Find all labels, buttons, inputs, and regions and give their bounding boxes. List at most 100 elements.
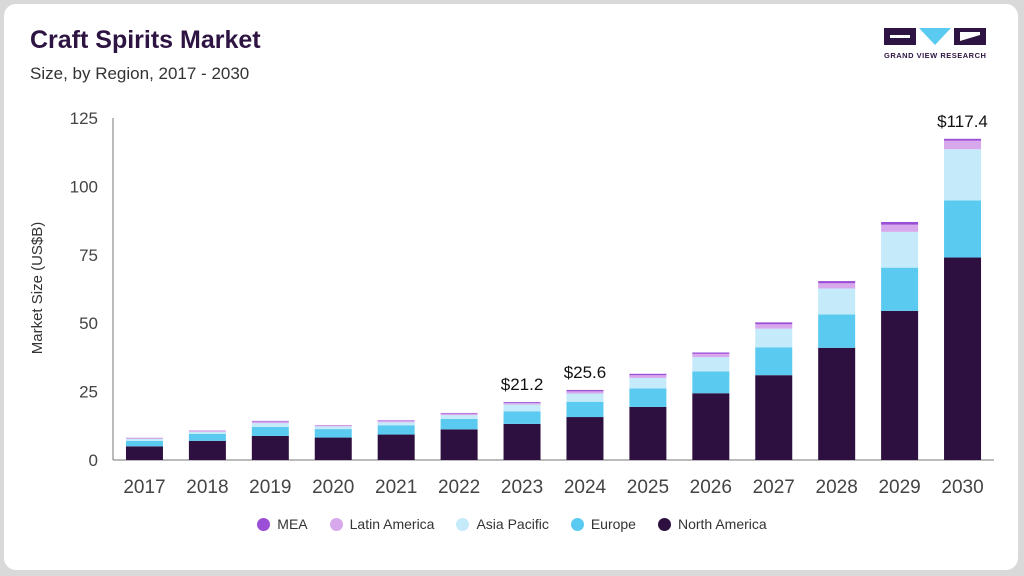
- bar-segment-north-america: [188, 440, 226, 460]
- x-tick-label: 2028: [816, 477, 858, 498]
- y-tick-label: 50: [79, 314, 98, 333]
- bar-segment-asia-pacific: [818, 288, 856, 315]
- bar-stack-2026: [692, 352, 730, 460]
- bar-segment-europe: [881, 267, 919, 311]
- bar-segment-latin-america: [251, 421, 289, 424]
- bar-segment-north-america: [692, 393, 730, 460]
- bar-segment-mea: [377, 420, 415, 421]
- y-tick-label: 125: [70, 109, 98, 128]
- bar-segment-asia-pacific: [692, 357, 730, 372]
- bar-stack-2022: [440, 412, 478, 460]
- bar-segment-asia-pacific: [566, 393, 604, 402]
- bar-segment-north-america: [629, 406, 667, 460]
- bar-segment-mea: [251, 420, 289, 422]
- x-tick-label: 2021: [375, 477, 417, 498]
- bar-segment-europe: [251, 426, 289, 436]
- bar-segment-mea: [944, 138, 982, 141]
- x-tick-label: 2022: [438, 477, 480, 498]
- bar-segment-north-america: [755, 375, 793, 460]
- bar-segment-north-america: [125, 446, 163, 460]
- bar-segment-north-america: [440, 429, 478, 460]
- bar-stack-2024: [566, 389, 604, 460]
- bar-segment-europe: [125, 440, 163, 447]
- data-label: $117.4: [937, 112, 988, 131]
- bar-segment-latin-america: [440, 413, 478, 416]
- bar-stack-2017: [125, 437, 163, 460]
- bar-segment-mea: [629, 373, 667, 376]
- chart-title: Craft Spirits Market: [30, 26, 261, 54]
- bar-segment-north-america: [251, 435, 289, 460]
- grand-view-research-logo: GRAND VIEW RESEARCH: [884, 28, 986, 62]
- legend-swatch: [570, 517, 584, 531]
- x-tick-label: 2019: [249, 477, 291, 498]
- bar-segment-latin-america: [755, 324, 793, 329]
- bar-segment-europe: [377, 425, 415, 435]
- bar-stack-2028: [818, 281, 856, 460]
- bar-segment-north-america: [566, 417, 604, 460]
- x-tick-label: 2018: [186, 477, 228, 498]
- legend-label: MEA: [277, 516, 308, 532]
- legend-swatch: [456, 517, 470, 531]
- logo-mark-icon: [884, 28, 986, 45]
- bar-segment-mea: [881, 221, 919, 225]
- bar-segment-asia-pacific: [188, 431, 226, 435]
- x-tick-label: 2024: [564, 477, 607, 498]
- bar-segment-europe: [503, 411, 541, 424]
- data-label: $25.6: [564, 363, 607, 382]
- y-tick-label: 75: [79, 246, 98, 265]
- bar-segment-latin-america: [629, 375, 667, 378]
- bar-segment-north-america: [377, 434, 415, 460]
- bar-segment-latin-america: [503, 402, 541, 405]
- y-axis: 0 25 50 75 100 125: [70, 109, 114, 470]
- bar-segment-mea: [755, 322, 793, 325]
- bar-segment-asia-pacific: [944, 149, 982, 201]
- y-axis-label: Market Size (US$B): [29, 222, 46, 355]
- data-label: $21.2: [501, 375, 544, 394]
- bar-segment-asia-pacific: [503, 404, 541, 412]
- x-tick-label: 2025: [627, 477, 669, 498]
- bar-stack-2030: [944, 138, 982, 460]
- bar-segment-mea: [692, 352, 730, 354]
- annotations: $21.2 $25.6 $117.4: [501, 112, 988, 394]
- x-tick-label: 2023: [501, 477, 543, 498]
- bar-segment-europe: [188, 434, 226, 441]
- bar-stack-2019: [251, 420, 289, 460]
- bar-stack-2018: [188, 430, 226, 460]
- bar-segment-europe: [692, 371, 730, 394]
- bar-segment-asia-pacific: [125, 438, 163, 441]
- bar-segment-asia-pacific: [251, 423, 289, 427]
- bar-segment-latin-america: [125, 438, 163, 439]
- bar-stack-2027: [755, 322, 793, 460]
- bar-segment-asia-pacific: [755, 328, 793, 348]
- bar-segment-north-america: [881, 310, 919, 460]
- logo-text: GRAND VIEW RESEARCH: [884, 51, 987, 60]
- bar-segment-latin-america: [377, 420, 415, 423]
- y-tick-label: 0: [89, 451, 98, 470]
- chart-subtitle: Size, by Region, 2017 - 2030: [30, 64, 250, 83]
- bar-segment-europe: [755, 347, 793, 376]
- y-tick-label: 25: [79, 383, 98, 402]
- bar-stack-2023: [503, 401, 541, 460]
- bar-stack-2025: [629, 373, 667, 460]
- legend-item-latin-america: Latin America: [329, 516, 435, 532]
- bar-segment-north-america: [944, 257, 982, 460]
- bar-segment-mea: [818, 281, 856, 284]
- bar-segment-north-america: [818, 347, 856, 460]
- bar-segment-mea: [566, 389, 604, 392]
- legend: MEA Latin America Asia Pacific Europe North …: [0, 516, 1024, 532]
- legend-label: Latin America: [349, 516, 435, 532]
- legend-item-europe: Europe: [570, 516, 636, 532]
- bar-segment-latin-america: [818, 283, 856, 289]
- x-tick-label: 2020: [312, 477, 354, 498]
- bar-stack-2020: [314, 424, 352, 460]
- x-tick-label: 2029: [878, 477, 920, 498]
- x-tick-label: 2030: [941, 477, 983, 498]
- legend-swatch: [257, 517, 271, 531]
- bar-segment-latin-america: [566, 391, 604, 394]
- bar-segment-latin-america: [881, 224, 919, 232]
- bar-segment-north-america: [503, 423, 541, 460]
- bar-stack-2029: [881, 221, 919, 460]
- x-axis: 2017 2018 2019 2020 2021 2022 2023 2024 2025 2026…: [113, 459, 994, 498]
- legend-label: Europe: [590, 516, 636, 532]
